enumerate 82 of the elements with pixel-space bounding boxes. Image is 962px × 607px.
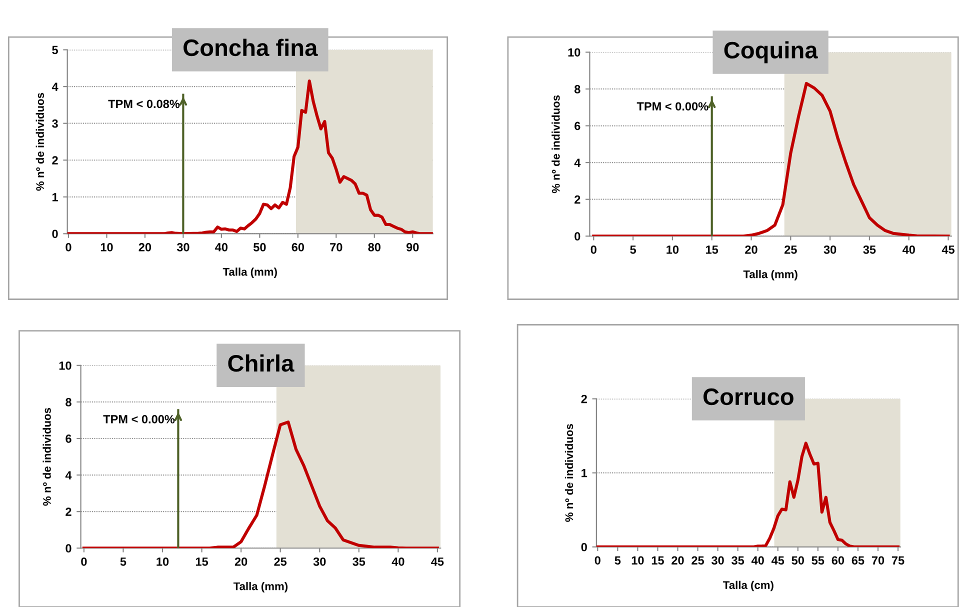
line-series: [592, 82, 950, 236]
ref-line-label: TPM < 0.00%: [103, 415, 175, 424]
y-tick-label: 10: [59, 361, 72, 370]
x-tick-label: 0: [81, 557, 87, 566]
y-axis-title: % nº de individuos: [552, 95, 560, 194]
y-tick-label: 1: [52, 193, 58, 202]
x-tick-label: 20: [234, 557, 248, 566]
y-tick-label: 0: [581, 542, 587, 552]
x-tick-label: 0: [590, 245, 596, 254]
x-axis-title: Talla (mm): [743, 270, 798, 280]
x-tick-label: 70: [330, 243, 342, 252]
y-tick-label: 3: [52, 119, 58, 128]
x-tick-label: 40: [392, 557, 404, 566]
y-tick-label: 6: [66, 434, 72, 443]
ref-line-label: TPM < 0.00%: [636, 102, 708, 111]
x-tick-label: 60: [292, 243, 304, 252]
x-tick-label: 35: [863, 245, 876, 254]
x-tick-label: 45: [431, 558, 444, 566]
y-tick-label: 5: [52, 46, 58, 54]
x-tick-label: 15: [196, 558, 208, 566]
chart-title: Corruco: [703, 388, 794, 406]
y-tick-label: 1: [582, 469, 588, 478]
y-tick-label: 4: [52, 82, 58, 91]
x-tick-label: 25: [274, 557, 287, 566]
x-tick-label: 15: [706, 246, 718, 254]
x-tick-label: 20: [138, 243, 152, 252]
y-tick-label: 6: [574, 122, 580, 130]
x-tick-label: 55: [812, 556, 824, 565]
y-tick-label: 2: [574, 195, 580, 204]
x-axis-title: Talla (cm): [723, 580, 774, 592]
y-tick-label: 10: [568, 48, 580, 57]
y-tick-label: 2: [66, 508, 72, 516]
x-tick-label: 30: [712, 556, 724, 565]
y-tick-label: 0: [574, 232, 580, 241]
y-tick-label: 4: [65, 471, 72, 480]
x-tick-label: 80: [368, 243, 380, 252]
x-tick-label: 20: [672, 556, 684, 565]
x-tick-label: 35: [732, 556, 744, 565]
x-tick-label: 60: [832, 556, 844, 565]
y-axis-title: % nº de individuos: [564, 424, 574, 522]
x-tick-label: 40: [751, 556, 764, 565]
y-tick-label: 2: [581, 394, 587, 404]
y-tick-label: 0: [52, 230, 58, 238]
x-tick-label: 45: [771, 556, 784, 565]
x-tick-label: 25: [692, 556, 704, 565]
y-tick-label: 0: [66, 544, 72, 553]
x-tick-label: 5: [120, 558, 126, 566]
x-tick-label: 45: [942, 246, 955, 254]
x-tick-label: 10: [156, 557, 169, 566]
y-axis-title: % nº de individuos: [42, 408, 51, 506]
x-tick-label: 30: [313, 557, 326, 566]
y-tick-label: 8: [574, 85, 580, 94]
x-tick-label: 75: [892, 556, 904, 565]
y-axis-title: % nº de individuos: [36, 92, 44, 191]
x-tick-label: 40: [215, 243, 228, 252]
x-tick-label: 20: [745, 245, 758, 254]
x-tick-label: 90: [406, 243, 419, 252]
chart-title: Coquina: [724, 41, 818, 64]
x-axis-title: Talla (mm): [222, 268, 277, 278]
y-tick-label: 4: [574, 158, 581, 167]
chart-title: Chirla: [228, 354, 294, 372]
chart-title: Concha fina: [184, 38, 318, 56]
x-tick-label: 5: [630, 246, 636, 254]
x-tick-label: 30: [824, 245, 836, 254]
x-axis-title: Talla (mm): [233, 582, 288, 592]
x-tick-label: 50: [792, 556, 804, 565]
y-tick-label: 8: [66, 398, 72, 406]
x-tick-label: 50: [253, 243, 266, 252]
x-tick-label: 5: [614, 556, 621, 565]
x-tick-label: 10: [632, 556, 644, 565]
x-tick-label: 15: [652, 556, 664, 565]
x-tick-label: 10: [666, 245, 679, 254]
x-tick-label: 40: [902, 245, 915, 254]
y-tick-label: 2: [52, 156, 58, 164]
ref-line-label: TPM < 0.08%: [108, 100, 180, 108]
x-tick-label: 0: [594, 556, 600, 565]
x-tick-label: 65: [852, 556, 864, 565]
x-tick-label: 35: [352, 557, 366, 566]
x-tick-label: 25: [784, 245, 797, 254]
x-tick-label: 30: [176, 243, 190, 252]
x-tick-label: 70: [872, 556, 884, 565]
x-tick-label: 10: [100, 243, 113, 252]
